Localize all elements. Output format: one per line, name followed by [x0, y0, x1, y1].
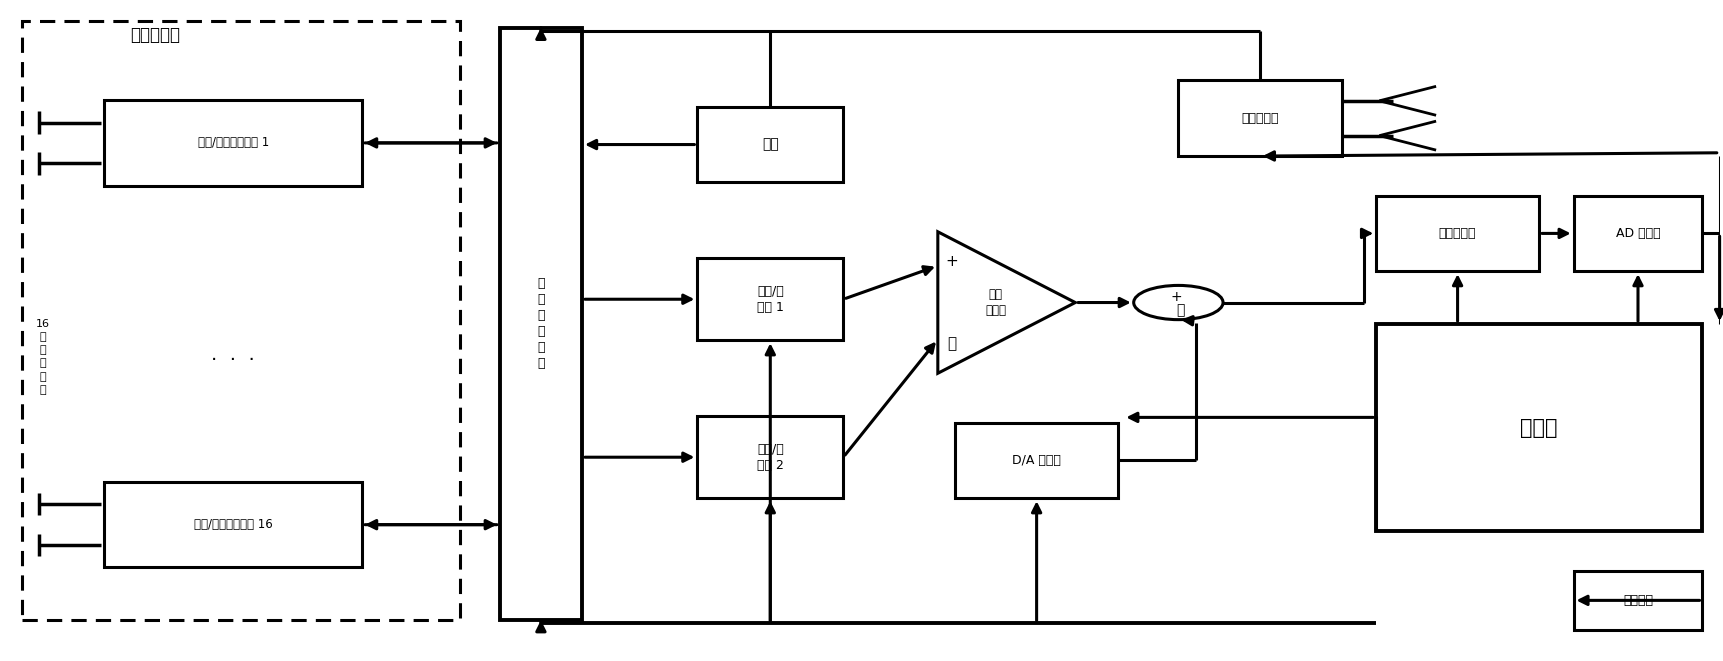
Bar: [1573, 196, 1701, 271]
Text: 程控放大器: 程控放大器: [1439, 227, 1475, 240]
Text: 激励: 激励: [762, 137, 779, 151]
Bar: [955, 422, 1118, 498]
Text: 电阻/电压转换通道 1: 电阻/电压转换通道 1: [198, 136, 269, 149]
Bar: [105, 100, 362, 186]
Bar: [696, 106, 843, 182]
Text: +: +: [944, 254, 958, 269]
Text: 16
不
锈
钢
电
极: 16 不 锈 钢 电 极: [36, 319, 50, 395]
Bar: [105, 482, 362, 567]
Bar: [500, 28, 582, 620]
Text: －: －: [946, 336, 956, 351]
Text: 电阻/电压转换通道 16: 电阻/电压转换通道 16: [195, 518, 272, 531]
Text: 通讯模块: 通讯模块: [1621, 594, 1652, 607]
Bar: [1375, 196, 1539, 271]
Text: ·  ·  ·: · · ·: [212, 350, 255, 369]
Polygon shape: [937, 232, 1075, 373]
Bar: [696, 258, 843, 340]
Text: 电阻传感器: 电阻传感器: [131, 26, 181, 44]
Text: +: +: [1170, 290, 1182, 303]
Bar: [1179, 81, 1340, 156]
Bar: [696, 416, 843, 498]
Text: 单片机: 单片机: [1520, 418, 1558, 438]
Text: －: －: [1175, 303, 1184, 317]
Bar: [22, 21, 460, 620]
Text: 差动
放大器: 差动 放大器: [984, 288, 1006, 317]
Text: 采样/保
持器 2: 采样/保 持器 2: [756, 443, 784, 472]
Text: 双向电流源: 双向电流源: [1241, 112, 1278, 125]
Text: AD 转换器: AD 转换器: [1614, 227, 1659, 240]
Text: 采样/保
持器 1: 采样/保 持器 1: [756, 285, 784, 314]
Bar: [1573, 570, 1701, 630]
Circle shape: [1134, 286, 1222, 320]
Bar: [1375, 324, 1701, 531]
Text: D/A 转换器: D/A 转换器: [1011, 454, 1060, 467]
Text: 通
道
控
制
模
块: 通 道 控 制 模 块: [538, 278, 544, 370]
